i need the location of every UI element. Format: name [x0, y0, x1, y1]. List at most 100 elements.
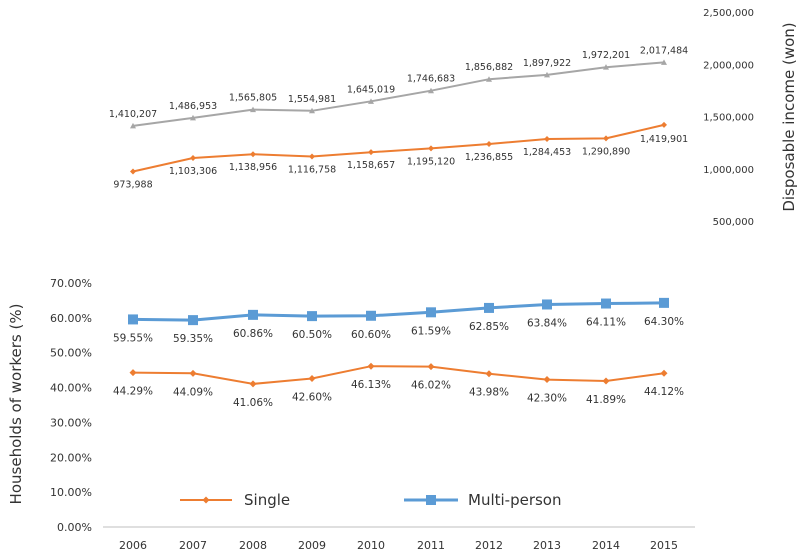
- data-point-income-single: [250, 151, 256, 158]
- data-point-households-single: [602, 377, 610, 385]
- data-point-households-multi-person: [188, 315, 198, 326]
- data-point-income-multi-person: [603, 64, 609, 70]
- data-point-households-multi-person: [601, 298, 611, 309]
- data-label-income-multi-person: 1,565,805: [229, 93, 277, 104]
- data-point-households-single: [189, 369, 197, 377]
- data-label-households-multi-person: 60.60%: [351, 329, 391, 341]
- data-label-income-multi-person: 1,645,019: [347, 84, 395, 95]
- data-label-households-single: 44.29%: [113, 386, 153, 398]
- data-label-households-single: 43.98%: [469, 387, 509, 399]
- data-label-income-multi-person: 1,486,953: [169, 101, 217, 112]
- data-label-income-multi-person: 1,410,207: [109, 109, 157, 120]
- data-point-households-single: [427, 363, 435, 371]
- y-tick-label-households: 70.00%: [50, 277, 92, 290]
- y-tick-label-households: 30.00%: [50, 416, 92, 429]
- data-label-income-single: 1,138,956: [229, 162, 277, 173]
- x-tick-label-year: 2014: [592, 539, 620, 552]
- data-label-households-single: 42.30%: [527, 393, 567, 405]
- data-label-households-multi-person: 63.84%: [527, 317, 567, 329]
- legend-label-single: Single: [244, 491, 290, 509]
- y-axis-title-income: Disposable income (won): [780, 22, 798, 211]
- x-tick-label-year: 2010: [357, 539, 385, 552]
- data-label-households-single: 42.60%: [292, 392, 332, 404]
- data-point-households-multi-person: [307, 311, 317, 322]
- data-label-income-single: 1,158,657: [347, 160, 395, 171]
- data-label-income-single: 1,290,890: [582, 146, 630, 157]
- data-label-income-single: 973,988: [113, 179, 152, 190]
- series-line-households-single: [132, 365, 665, 385]
- data-point-income-single: [190, 154, 196, 161]
- data-label-households-single: 44.12%: [644, 386, 684, 398]
- data-label-households-multi-person: 59.35%: [173, 333, 213, 345]
- data-label-income-multi-person: 1,856,882: [465, 62, 513, 73]
- data-point-households-multi-person: [366, 310, 376, 321]
- data-label-income-single: 1,284,453: [523, 147, 571, 158]
- data-label-income-multi-person: 1,897,922: [523, 58, 571, 69]
- data-point-households-single: [543, 376, 551, 384]
- y-tick-label-income: 2,000,000: [703, 60, 754, 71]
- data-label-households-single: 41.06%: [233, 397, 273, 409]
- data-label-income-multi-person: 1,746,683: [407, 74, 455, 85]
- data-point-income-multi-person: [190, 114, 196, 121]
- data-label-income-single: 1,103,306: [169, 166, 217, 177]
- data-label-income-multi-person: 1,972,201: [582, 50, 630, 61]
- y-tick-label-households: 50.00%: [50, 347, 92, 360]
- data-point-households-single: [660, 369, 668, 377]
- x-tick-label-year: 2009: [298, 539, 326, 552]
- data-point-income-single: [368, 149, 374, 156]
- data-point-households-single: [367, 362, 375, 370]
- data-point-income-single: [603, 135, 609, 142]
- y-tick-label-households: 0.00%: [57, 521, 92, 534]
- data-point-income-multi-person: [486, 76, 492, 82]
- data-label-households-single: 41.89%: [586, 394, 626, 406]
- households-of-workers-chart: 70.00% 60.00% 50.00% 40.00% 30.00% 20.00% 10.0…: [7, 277, 695, 552]
- data-point-households-multi-person: [659, 297, 669, 308]
- data-label-households-single: 44.09%: [173, 386, 213, 398]
- data-label-households-single: 46.02%: [411, 380, 451, 392]
- data-point-households-multi-person: [484, 302, 494, 313]
- data-point-income-multi-person: [130, 122, 136, 129]
- y-tick-label-households: 60.00%: [50, 312, 92, 325]
- data-point-income-single: [544, 136, 550, 143]
- legend-marker-single: [202, 496, 210, 504]
- data-point-households-multi-person: [542, 299, 552, 310]
- data-point-income-multi-person: [661, 59, 667, 65]
- data-label-income-multi-person: 2,017,484: [640, 45, 688, 56]
- y-tick-label-income: 2,500,000: [703, 8, 754, 19]
- y-tick-label-households: 40.00%: [50, 382, 92, 395]
- legend-label-multi-person: Multi-person: [468, 491, 562, 509]
- data-label-households-multi-person: 61.59%: [411, 325, 451, 337]
- data-label-households-multi-person: 60.50%: [292, 329, 332, 341]
- data-label-income-single: 1,195,120: [407, 156, 455, 167]
- data-point-households-multi-person: [426, 307, 436, 318]
- data-label-income-single: 1,116,758: [288, 165, 336, 176]
- x-tick-label-year: 2007: [179, 539, 207, 552]
- data-point-income-multi-person: [368, 98, 374, 104]
- data-point-income-single: [428, 145, 434, 152]
- x-tick-label-year: 2011: [417, 539, 445, 552]
- data-point-income-single: [130, 168, 136, 175]
- data-point-households-multi-person: [128, 314, 138, 325]
- data-label-households-multi-person: 64.30%: [644, 316, 684, 328]
- legend: Single Multi-person: [180, 491, 562, 509]
- data-point-income-single: [309, 153, 315, 160]
- y-tick-label-income: 1,000,000: [703, 165, 754, 176]
- data-point-households-single: [308, 375, 316, 383]
- data-label-households-single: 46.13%: [351, 379, 391, 391]
- data-label-income-single: 1,419,901: [640, 134, 688, 145]
- data-label-income-single: 1,236,855: [465, 152, 513, 163]
- y-tick-label-households: 20.00%: [50, 451, 92, 464]
- data-point-households-single: [129, 369, 137, 377]
- data-point-households-single: [485, 370, 493, 378]
- data-label-households-multi-person: 60.86%: [233, 328, 273, 340]
- series-line-income-multi-person: [132, 61, 665, 127]
- data-point-households-single: [249, 380, 257, 388]
- x-tick-label-year: 2015: [650, 539, 678, 552]
- y-tick-label-households: 10.00%: [50, 486, 92, 499]
- data-point-income-multi-person: [309, 107, 315, 114]
- disposable-income-chart: 2,500,000 2,000,000 1,500,000 1,000,000 500,…: [109, 8, 798, 228]
- data-label-households-multi-person: 62.85%: [469, 321, 509, 333]
- series-line-income-single: [132, 123, 665, 173]
- data-point-income-multi-person: [428, 87, 434, 94]
